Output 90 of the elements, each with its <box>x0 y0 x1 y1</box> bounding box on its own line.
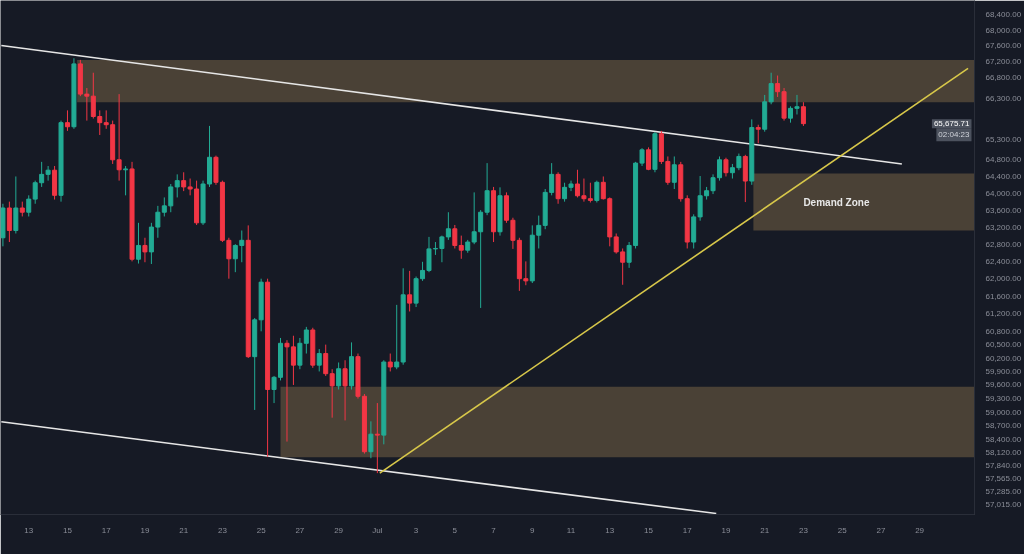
y-tick-label: 60,500.00 <box>985 340 1022 350</box>
x-tick-label: 5 <box>452 525 458 535</box>
candlestick <box>142 237 148 263</box>
y-tick-label: 57,285.00 <box>985 487 1022 497</box>
y-tick-label: 62,400.00 <box>985 256 1022 266</box>
candlestick <box>135 222 141 265</box>
y-tick-label: 60,200.00 <box>985 353 1022 363</box>
annotation: 02:04:23 <box>938 130 971 140</box>
candlestick <box>174 173 180 198</box>
y-tick-label: 63,600.00 <box>985 205 1022 215</box>
candlestick <box>717 155 722 182</box>
y-tick-label: 61,200.00 <box>985 309 1022 319</box>
candlestick <box>562 182 568 203</box>
candlestick <box>323 344 329 377</box>
candlestick <box>723 157 729 177</box>
candlestick <box>342 359 348 421</box>
candlestick <box>26 194 32 217</box>
y-tick-label: 57,015.00 <box>985 499 1022 509</box>
candlestick <box>45 165 51 182</box>
x-tick-label: 13 <box>24 525 34 535</box>
y-tick-label: 67,600.00 <box>985 41 1022 51</box>
y-tick-label: 64,400.00 <box>985 171 1022 181</box>
y-tick-label: 65,300.00 <box>985 134 1022 144</box>
candlestick <box>116 93 122 182</box>
candlestick <box>458 235 464 260</box>
candlestick <box>452 224 458 249</box>
candlestick <box>329 368 335 419</box>
y-tick-label: 61,600.00 <box>985 291 1022 301</box>
y-tick-label: 62,000.00 <box>985 274 1022 284</box>
candlestick <box>374 402 380 474</box>
x-tick-label: 17 <box>682 525 693 535</box>
annotation: Demand Zone <box>803 196 870 208</box>
x-tick-label: 23 <box>217 525 228 535</box>
x-tick-label: 15 <box>644 525 654 535</box>
candlestick <box>407 270 413 312</box>
candlestick <box>800 101 806 127</box>
candlestick <box>368 420 374 459</box>
y-tick-label: 59,300.00 <box>985 394 1022 404</box>
x-tick-label: 19 <box>140 525 150 535</box>
x-tick-label: 21 <box>760 525 770 535</box>
y-tick-label: 58,120.00 <box>985 448 1022 458</box>
x-tick-label: Jul <box>372 525 383 535</box>
y-tick-label: 64,000.00 <box>985 188 1022 198</box>
x-tick-label: 21 <box>179 525 189 535</box>
y-tick-label: 68,000.00 <box>985 25 1022 35</box>
y-tick-label: 57,840.00 <box>985 461 1022 471</box>
y-tick-label: 66,800.00 <box>985 73 1022 83</box>
annotation: 65,675.71 <box>933 119 971 129</box>
y-tick-label: 58,400.00 <box>985 435 1022 445</box>
x-tick-label: 23 <box>798 525 809 535</box>
y-tick-label: 59,900.00 <box>985 366 1022 376</box>
candlestick <box>574 169 580 198</box>
x-tick-label: 29 <box>915 525 925 535</box>
candlestick <box>484 162 490 216</box>
x-tick-label: 29 <box>334 525 344 535</box>
x-tick-label: 25 <box>837 525 848 535</box>
x-tick-label: 13 <box>605 525 615 535</box>
x-tick-label: 19 <box>721 525 731 535</box>
candlestick <box>336 361 342 390</box>
x-tick-label: 17 <box>101 525 112 535</box>
x-tick-label: 7 <box>491 525 497 535</box>
y-tick-label: 60,800.00 <box>985 326 1022 336</box>
y-tick-label: 59,600.00 <box>985 380 1022 390</box>
candlestick <box>755 124 761 144</box>
candlestick <box>775 75 781 98</box>
y-tick-label: 57,565.00 <box>985 473 1022 483</box>
candlestick <box>316 348 322 372</box>
x-tick-label: 25 <box>256 525 267 535</box>
x-tick-label: 27 <box>876 525 886 535</box>
x-tick-label: 27 <box>295 525 305 535</box>
y-tick-label: 62,800.00 <box>985 239 1022 249</box>
x-tick-label: 9 <box>530 525 536 535</box>
y-tick-label: 58,700.00 <box>985 421 1022 431</box>
candlestick <box>64 109 70 132</box>
candlestick <box>123 165 129 196</box>
y-tick-label: 59,000.00 <box>985 407 1022 417</box>
candlestick <box>394 304 400 370</box>
y-tick-label: 64,800.00 <box>985 155 1022 165</box>
candlestick <box>13 175 19 234</box>
candlestick <box>671 155 677 190</box>
x-tick-label: 15 <box>63 525 73 535</box>
y-tick-label: 63,200.00 <box>985 222 1022 232</box>
candlestick <box>6 201 12 243</box>
x-tick-label: 11 <box>566 525 576 535</box>
y-tick-label: 66,300.00 <box>985 93 1022 103</box>
y-tick-label: 67,200.00 <box>985 57 1022 67</box>
candlestick <box>594 180 600 203</box>
y-tick-label: 68,400.00 <box>985 9 1022 19</box>
x-tick-label: 3 <box>413 525 419 535</box>
candlestick <box>568 180 574 192</box>
